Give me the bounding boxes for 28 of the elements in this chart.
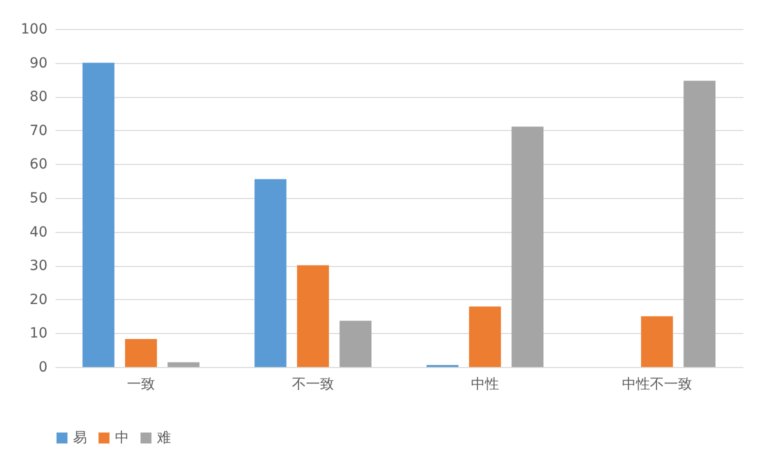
y-tick-label: 0 (38, 360, 48, 376)
bar (125, 338, 157, 367)
y-tick-label: 30 (30, 258, 48, 274)
y-tick-label: 90 (30, 55, 48, 72)
bar (641, 316, 673, 367)
bar (297, 265, 329, 367)
legend-label: 易 (73, 430, 87, 446)
x-tick-label: 不一致 (292, 376, 334, 392)
y-tick-label: 10 (30, 326, 48, 342)
bar (512, 126, 544, 367)
y-tick-label: 20 (30, 292, 48, 308)
legend-label: 难 (156, 430, 171, 446)
y-tick-label: 70 (30, 122, 48, 139)
x-tick-label: 中性不一致 (622, 376, 692, 392)
bar (340, 320, 372, 367)
bar (469, 306, 501, 367)
bar (168, 362, 200, 367)
y-tick-label: 100 (20, 22, 48, 38)
bar (82, 62, 114, 367)
x-tick-label: 中性 (471, 376, 499, 392)
y-tick-label: 80 (30, 89, 48, 106)
y-tick-label: 60 (30, 156, 48, 173)
bar (684, 80, 716, 367)
x-tick-label: 一致 (127, 376, 155, 392)
bar (254, 179, 286, 367)
y-tick-label: 40 (30, 224, 48, 240)
y-tick-label: 50 (30, 190, 48, 206)
legend-label: 中 (115, 430, 129, 446)
